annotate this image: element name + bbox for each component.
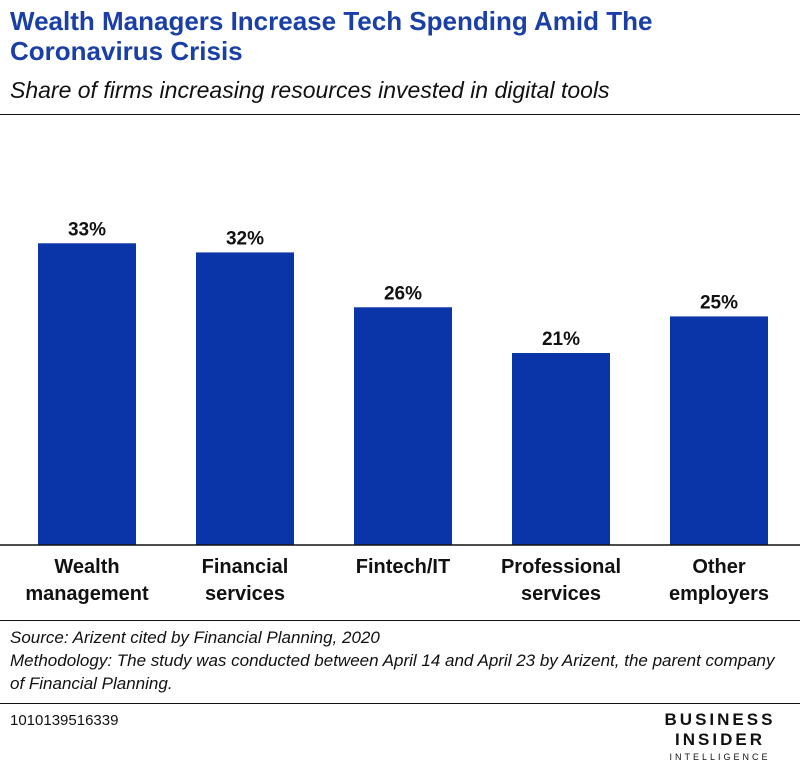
bar (354, 307, 452, 545)
logo-line-intelligence: INTELLIGENCE (669, 752, 771, 762)
data-label: 21% (542, 329, 580, 350)
category-label: management (25, 583, 149, 605)
category-label: Fintech/IT (356, 556, 450, 578)
bottom-divider (0, 703, 800, 704)
chart-title: Wealth Managers Increase Tech Spending A… (10, 6, 653, 66)
top-divider (0, 114, 800, 115)
footnote: Source: Arizent cited by Financial Plann… (10, 626, 790, 695)
methodology-note: Methodology: The study was conducted bet… (10, 651, 775, 693)
category-label: services (205, 583, 285, 605)
footer-divider (0, 620, 800, 621)
data-label: 32% (226, 228, 264, 249)
bar (670, 316, 768, 545)
category-label: employers (669, 583, 769, 605)
data-label: 26% (384, 283, 422, 304)
chart-id: 1010139516339 (10, 712, 119, 729)
category-label: Professional (501, 556, 621, 578)
bar (196, 252, 294, 545)
bar-chart: 33% Wealth management 32% Financial services 2… (0, 219, 800, 605)
bar (38, 243, 136, 546)
chart-subtitle: Share of firms increasing resources inve… (10, 77, 610, 103)
data-label: 33% (68, 219, 106, 240)
data-label: 25% (700, 292, 738, 313)
category-label: Wealth (54, 556, 119, 578)
category-label: Financial (202, 556, 289, 578)
logo-line-business: BUSINESS (664, 710, 776, 729)
logo-line-insider: INSIDER (675, 730, 765, 749)
category-label: services (521, 583, 601, 605)
source-note: Source: Arizent cited by Financial Plann… (10, 628, 380, 647)
business-insider-logo: BUSINESS INSIDER INTELLIGENCE (650, 710, 790, 763)
category-label: Other (692, 556, 746, 578)
bar (512, 353, 610, 545)
